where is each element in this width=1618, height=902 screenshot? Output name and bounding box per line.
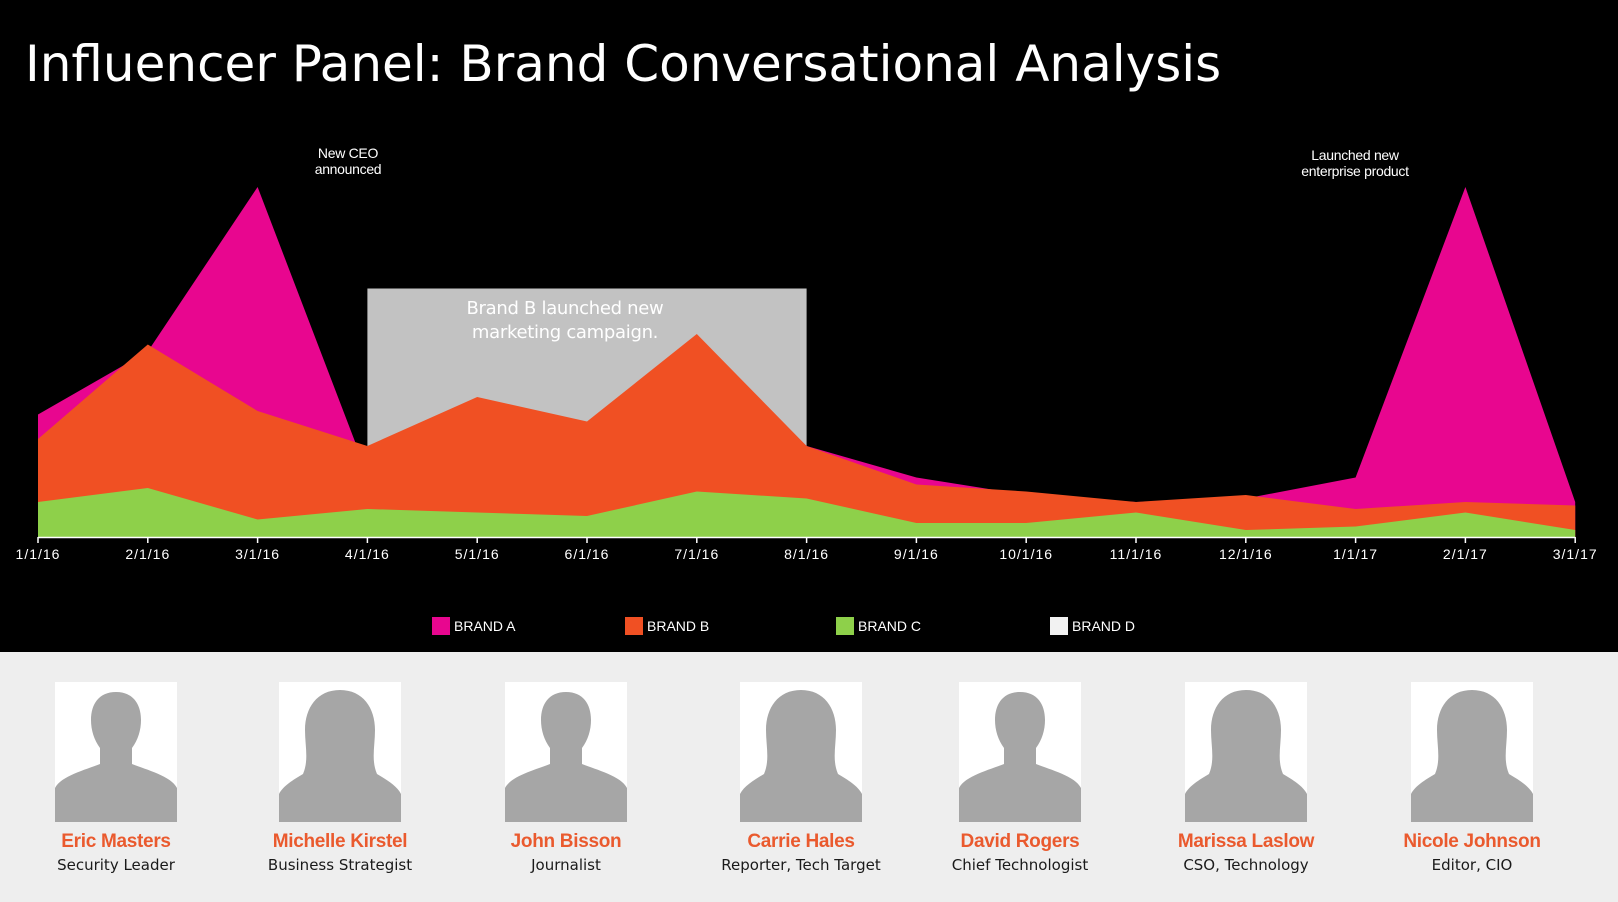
influencer-name: Carrie Hales [747,831,855,852]
influencer-card: John Bisson Journalist [466,682,666,874]
x-tick-label: 2/1/17 [1443,546,1488,562]
avatar-silhouette-icon [279,690,401,822]
series-area-brand-b [38,334,1576,537]
x-tick-label: 6/1/16 [565,546,610,562]
x-tick-label: 4/1/16 [345,546,390,562]
avatar [1185,682,1307,822]
influencer-card: Michelle Kirstel Business Strategist [240,682,440,874]
legend-swatch-brand-c [836,617,854,635]
x-tick-label: 11/1/16 [1110,546,1163,562]
avatar-silhouette-icon [505,692,627,822]
legend-label-brand-c: BRAND C [858,618,921,634]
x-tick-label: 1/1/17 [1333,546,1378,562]
legend-label-brand-b: BRAND B [647,618,709,634]
influencer-card: Nicole Johnson Editor, CIO [1372,682,1572,874]
avatar [959,682,1081,822]
influencer-role: Editor, CIO [1431,856,1513,874]
influencer-name: Eric Masters [61,831,171,852]
influencer-role: Chief Technologist [951,856,1089,874]
influencer-name: Marissa Laslow [1177,831,1315,852]
annotation-text-campaign: Brand B launched new [467,298,664,319]
influencer-name: Nicole Johnson [1403,831,1541,852]
x-tick-label: 3/1/16 [235,546,280,562]
area-chart: 1/1/16 2/1/16 3/1/16 4/1/16 5/1/16 6/1/16 7/1/… [16,145,1598,635]
annotation-text-product: Launched new [1311,147,1400,163]
x-tick-label: 8/1/16 [784,546,829,562]
legend-swatch-brand-d [1050,617,1068,635]
influencer-role: Reporter, Tech Target [721,856,881,874]
legend-label-brand-d: BRAND D [1072,618,1135,634]
annotation-text-campaign: marketing campaign. [472,322,658,343]
influencer-name: David Rogers [960,831,1080,852]
influencer-role: CSO, Technology [1183,856,1309,874]
avatar-silhouette-icon [55,692,177,822]
x-tick-label: 5/1/16 [455,546,500,562]
x-tick-label: 3/1/17 [1553,546,1598,562]
avatar-silhouette-icon [1411,690,1533,822]
x-tick-label: 7/1/16 [674,546,719,562]
avatar [55,682,177,822]
influencer-panel: Eric Masters Security Leader Michelle Ki… [0,652,1618,902]
person-silhouette-icon [1185,690,1307,822]
series-area-brand-c [38,488,1576,537]
chart-panel: Influencer Panel: Brand Conversational A… [15,35,1598,635]
x-tick-label: 9/1/16 [894,546,939,562]
person-silhouette-icon [1411,690,1533,822]
annotation-text-product: enterprise product [1301,163,1409,179]
legend-label-brand-a: BRAND A [454,618,516,634]
influencer-card: Eric Masters Security Leader [16,682,216,874]
legend-swatch-brand-b [625,617,643,635]
avatar [740,682,862,822]
influencer-role: Security Leader [57,856,175,874]
person-silhouette-icon [959,692,1081,822]
avatar-silhouette-icon [959,692,1081,822]
influencer-name: Michelle Kirstel [272,831,408,852]
annotation-text-ceo: announced [315,161,382,177]
influencer-role: Journalist [531,856,601,874]
influencer-card: Carrie Hales Reporter, Tech Target [701,682,901,874]
x-tick-label: 10/1/16 [999,546,1053,562]
influencer-name: John Bisson [510,831,622,852]
x-tick-label: 2/1/16 [125,546,170,562]
avatar-silhouette-icon [740,690,862,822]
influencer-card: Marissa Laslow CSO, Technology [1146,682,1346,874]
influencer-card: David Rogers Chief Technologist [920,682,1120,874]
avatar-silhouette-icon [1185,690,1307,822]
influencer-role: Business Strategist [267,856,413,874]
person-silhouette-icon [740,690,862,822]
page-title: Influencer Panel: Brand Conversational A… [25,35,1222,93]
person-silhouette-icon [505,692,627,822]
x-tick-label: 1/1/16 [16,546,61,562]
x-tick-label: 12/1/16 [1219,546,1273,562]
legend-swatch-brand-a [432,617,450,635]
avatar [279,682,401,822]
avatar [505,682,627,822]
person-silhouette-icon [55,692,177,822]
avatar [1411,682,1533,822]
person-silhouette-icon [279,690,401,822]
annotation-text-ceo: New CEO [318,145,379,161]
